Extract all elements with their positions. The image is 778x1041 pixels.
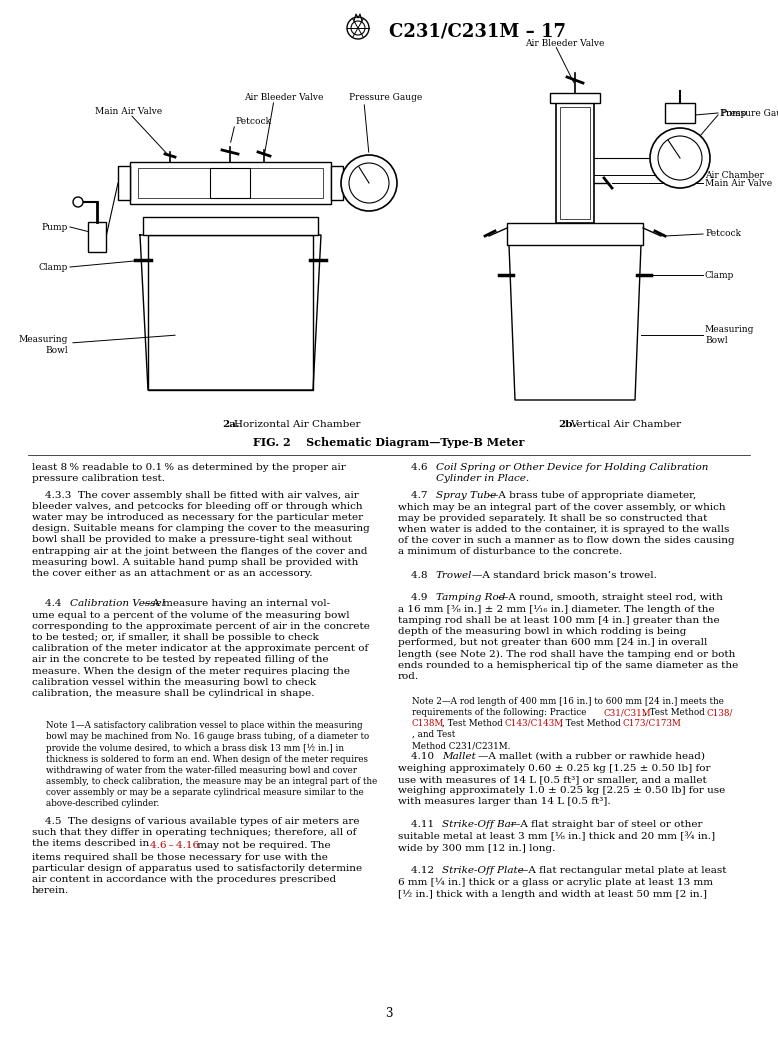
Text: least 8 % readable to 0.1 % as determined by the proper air
pressure calibration: least 8 % readable to 0.1 % as determine… — [32, 463, 345, 483]
Text: Vertical Air Chamber: Vertical Air Chamber — [570, 420, 681, 429]
Text: Strike-Off Bar: Strike-Off Bar — [442, 820, 516, 829]
FancyBboxPatch shape — [210, 168, 250, 198]
Text: Measuring
Bowl: Measuring Bowl — [705, 325, 755, 345]
Text: Spray Tube: Spray Tube — [436, 491, 496, 500]
Text: 2a.: 2a. — [222, 420, 240, 429]
Text: 4.3.3  The cover assembly shall be fitted with air valves, air
bleeder valves, a: 4.3.3 The cover assembly shall be fitted… — [32, 491, 370, 578]
Text: 4.7: 4.7 — [398, 491, 434, 500]
Text: C173/C173M: C173/C173M — [623, 719, 682, 728]
Text: , and Test
Method C231/C231M.: , and Test Method C231/C231M. — [412, 730, 510, 751]
Text: Clamp: Clamp — [39, 262, 68, 272]
FancyBboxPatch shape — [550, 93, 600, 103]
Text: ume equal to a percent of the volume of the measuring bowl
corresponding to the : ume equal to a percent of the volume of … — [32, 611, 370, 697]
Text: 3: 3 — [385, 1007, 393, 1020]
Circle shape — [347, 17, 369, 39]
Text: weighing approximately 0.60 ± 0.25 kg [1.25 ± 0.50 lb] for
use with measures of : weighing approximately 0.60 ± 0.25 kg [1… — [398, 764, 725, 807]
Text: C231/C231M – 17: C231/C231M – 17 — [389, 23, 566, 41]
Text: Mallet: Mallet — [442, 752, 476, 761]
Circle shape — [341, 155, 397, 211]
Text: C138M: C138M — [412, 719, 444, 728]
Text: Air Bleeder Valve: Air Bleeder Valve — [244, 93, 324, 102]
Text: 4.10: 4.10 — [398, 752, 440, 761]
Text: , Test Method: , Test Method — [644, 708, 707, 717]
Text: Tamping Rod: Tamping Rod — [436, 593, 506, 602]
Text: C143/C143M: C143/C143M — [505, 719, 564, 728]
Text: Pressure Gauge: Pressure Gauge — [720, 108, 778, 118]
Text: may not be required. The: may not be required. The — [194, 841, 331, 850]
Circle shape — [351, 21, 365, 35]
Polygon shape — [509, 245, 641, 400]
Text: —A flat rectangular metal plate at least: —A flat rectangular metal plate at least — [518, 866, 727, 875]
Text: Main Air Valve: Main Air Valve — [95, 107, 162, 117]
Text: C31/C31M: C31/C31M — [604, 708, 652, 717]
FancyBboxPatch shape — [88, 222, 106, 252]
FancyBboxPatch shape — [118, 166, 130, 200]
Text: suitable metal at least 3 mm [⅛ in.] thick and 20 mm [¾ in.]
wide by 300 mm [12 : suitable metal at least 3 mm [⅛ in.] thi… — [398, 832, 715, 853]
FancyBboxPatch shape — [130, 162, 331, 204]
FancyBboxPatch shape — [556, 103, 594, 223]
Text: which may be an integral part of the cover assembly, or which
may be provided se: which may be an integral part of the cov… — [398, 503, 734, 556]
Text: —A flat straight bar of steel or other: —A flat straight bar of steel or other — [510, 820, 703, 829]
Circle shape — [349, 163, 389, 203]
Text: 4.12: 4.12 — [398, 866, 440, 875]
Text: Note 2—A rod length of 400 mm [16 in.] to 600 mm [24 in.] meets the
requirements: Note 2—A rod length of 400 mm [16 in.] t… — [412, 697, 724, 717]
Text: Note 1—A satisfactory calibration vessel to place within the measuring
bowl may : Note 1—A satisfactory calibration vessel… — [46, 721, 377, 808]
Text: 6 mm [¼ in.] thick or a glass or acrylic plate at least 13 mm
[½ in.] thick with: 6 mm [¼ in.] thick or a glass or acrylic… — [398, 878, 713, 898]
Text: Coil Spring or Other Device for Holding Calibration
Cylinder in Place.: Coil Spring or Other Device for Holding … — [436, 463, 709, 483]
Text: —A standard brick mason’s trowel.: —A standard brick mason’s trowel. — [472, 572, 657, 580]
Text: —A brass tube of appropriate diameter,: —A brass tube of appropriate diameter, — [488, 491, 696, 500]
Text: —A mallet (with a rubber or rawhide head): —A mallet (with a rubber or rawhide head… — [478, 752, 705, 761]
Text: C138/: C138/ — [707, 708, 734, 717]
Text: a 16 mm [⅜ in.] ± 2 mm [¹⁄₁₆ in.] diameter. The length of the
tamping rod shall : a 16 mm [⅜ in.] ± 2 mm [¹⁄₁₆ in.] diamet… — [398, 605, 738, 681]
Text: —A round, smooth, straight steel rod, with: —A round, smooth, straight steel rod, wi… — [498, 593, 723, 602]
Text: Horizontal Air Chamber: Horizontal Air Chamber — [234, 420, 360, 429]
Text: items required shall be those necessary for use with the
particular design of ap: items required shall be those necessary … — [32, 853, 362, 895]
Text: Air Chamber: Air Chamber — [705, 171, 764, 179]
Circle shape — [650, 128, 710, 188]
Text: 4.8: 4.8 — [398, 572, 434, 580]
Text: Pump: Pump — [42, 223, 68, 231]
Text: Pump: Pump — [720, 108, 746, 118]
Text: 4.11: 4.11 — [398, 820, 440, 829]
Text: Petcock: Petcock — [235, 118, 271, 127]
Text: Air Bleeder Valve: Air Bleeder Valve — [525, 39, 605, 48]
Text: 4.6: 4.6 — [398, 463, 434, 472]
FancyBboxPatch shape — [560, 107, 590, 219]
Text: 4.4: 4.4 — [32, 599, 68, 608]
Text: , Test Method: , Test Method — [560, 719, 623, 728]
Text: , Test Method: , Test Method — [442, 719, 506, 728]
Text: Measuring
Bowl: Measuring Bowl — [19, 335, 68, 355]
Text: 2b.: 2b. — [558, 420, 576, 429]
Text: Petcock: Petcock — [705, 229, 741, 238]
FancyBboxPatch shape — [665, 103, 695, 123]
Circle shape — [658, 136, 702, 180]
Polygon shape — [140, 235, 321, 390]
Text: —A measure having an internal vol-: —A measure having an internal vol- — [142, 599, 330, 608]
Text: 4.6 – 4.16: 4.6 – 4.16 — [150, 841, 199, 850]
FancyBboxPatch shape — [143, 217, 318, 235]
Text: Strike-Off Plate: Strike-Off Plate — [442, 866, 524, 875]
Text: Clamp: Clamp — [705, 271, 734, 279]
Text: 4.5  The designs of various available types of air meters are
such that they dif: 4.5 The designs of various available typ… — [32, 817, 359, 848]
Text: Pressure Gauge: Pressure Gauge — [349, 93, 422, 102]
Text: 4.9: 4.9 — [398, 593, 434, 602]
Text: FIG. 2    Schematic Diagram—Type-B Meter: FIG. 2 Schematic Diagram—Type-B Meter — [254, 437, 524, 448]
Text: Trowel: Trowel — [436, 572, 472, 580]
Circle shape — [73, 197, 83, 207]
Text: Calibration Vessel: Calibration Vessel — [70, 599, 165, 608]
FancyBboxPatch shape — [138, 168, 323, 198]
FancyBboxPatch shape — [507, 223, 643, 245]
Text: Air Chamber: Air Chamber — [135, 174, 194, 182]
FancyBboxPatch shape — [331, 166, 343, 200]
Text: Main Air Valve: Main Air Valve — [705, 178, 772, 187]
FancyBboxPatch shape — [148, 235, 313, 390]
